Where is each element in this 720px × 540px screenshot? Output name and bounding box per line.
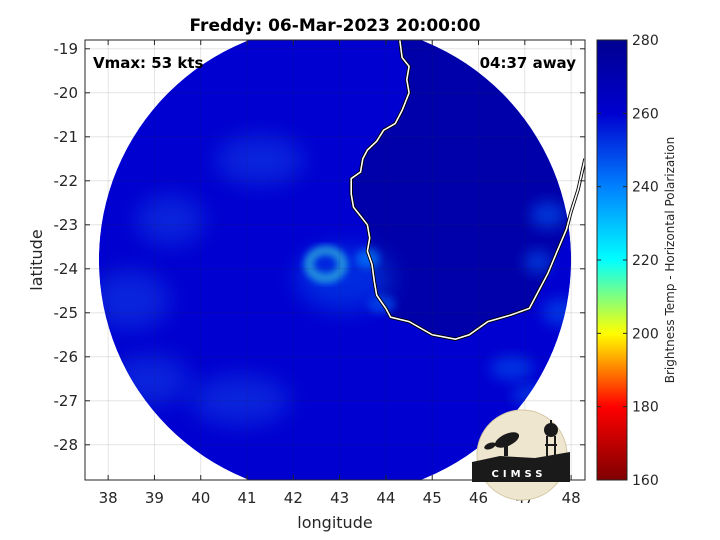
colorbar-label: Brightness Temp - Horizontal Polarizatio… — [663, 137, 677, 384]
y-axis-ticks: -19 -20 -21 -22 -23 -24 -25 -26 -27 -28 — [54, 40, 585, 454]
convective-cell — [355, 248, 380, 269]
time-away-annotation: 04:37 away — [480, 54, 577, 72]
eyewall-core — [307, 248, 345, 280]
colorbar-tick-label: 200 — [632, 326, 659, 342]
x-tick-label: 48 — [562, 489, 581, 507]
colorbar-tick-label: 280 — [632, 33, 659, 49]
background-texture — [98, 270, 170, 330]
x-tick-label: 40 — [191, 489, 210, 507]
y-tick-label: -21 — [54, 128, 79, 146]
background-texture — [135, 195, 205, 245]
colorbar-tick-label: 260 — [632, 106, 659, 122]
x-tick-label: 41 — [237, 489, 256, 507]
x-axis-ticks: 3839404142434445464748 — [99, 40, 581, 507]
x-tick-label: 39 — [145, 489, 164, 507]
y-tick-label: -19 — [54, 40, 79, 58]
y-tick-label: -25 — [54, 304, 79, 322]
background-texture — [215, 135, 305, 185]
x-tick-label: 43 — [330, 489, 349, 507]
y-tick-label: -22 — [54, 172, 79, 190]
colorbar-tick-label: 240 — [632, 180, 659, 196]
cimss-logo: CIMSS — [472, 409, 570, 501]
axes-frame — [84, 39, 586, 481]
y-tick-label: -24 — [54, 260, 79, 278]
y-tick-label: -23 — [54, 216, 79, 234]
coastline-inner — [350, 40, 585, 341]
logo-text: CIMSS — [492, 469, 547, 480]
x-tick-label: 42 — [284, 489, 303, 507]
x-tick-label: 46 — [469, 489, 488, 507]
x-tick-label: 44 — [376, 489, 395, 507]
y-tick-label: -27 — [54, 392, 79, 410]
x-axis-label: longitude — [297, 513, 372, 532]
colorbar-tick-label: 160 — [632, 473, 659, 489]
coastal-band — [524, 250, 552, 274]
coastal-band — [490, 356, 534, 380]
grid-lines — [85, 40, 585, 480]
coastal-band — [530, 201, 566, 229]
y-tick-label: -26 — [54, 348, 79, 366]
y-axis-label: latitude — [27, 229, 46, 290]
background-texture — [190, 375, 290, 425]
colorbar-tick-label: 180 — [632, 400, 659, 416]
y-tick-label: -20 — [54, 84, 79, 102]
x-tick-label: 45 — [423, 489, 442, 507]
colorbar-tick-label: 220 — [632, 253, 659, 269]
y-tick-label: -28 — [54, 436, 79, 454]
x-tick-label: 38 — [99, 489, 118, 507]
chart-title: Freddy: 06-Mar-2023 20:00:00 — [190, 16, 481, 36]
colorbar-bar — [596, 39, 628, 481]
colorbar-ticks: 280 260 240 220 200 180 160 — [597, 33, 659, 489]
colorbar: 280 260 240 220 200 180 160 Brightness Temp - … — [596, 33, 677, 489]
vmax-annotation: Vmax: 53 kts — [93, 54, 203, 72]
